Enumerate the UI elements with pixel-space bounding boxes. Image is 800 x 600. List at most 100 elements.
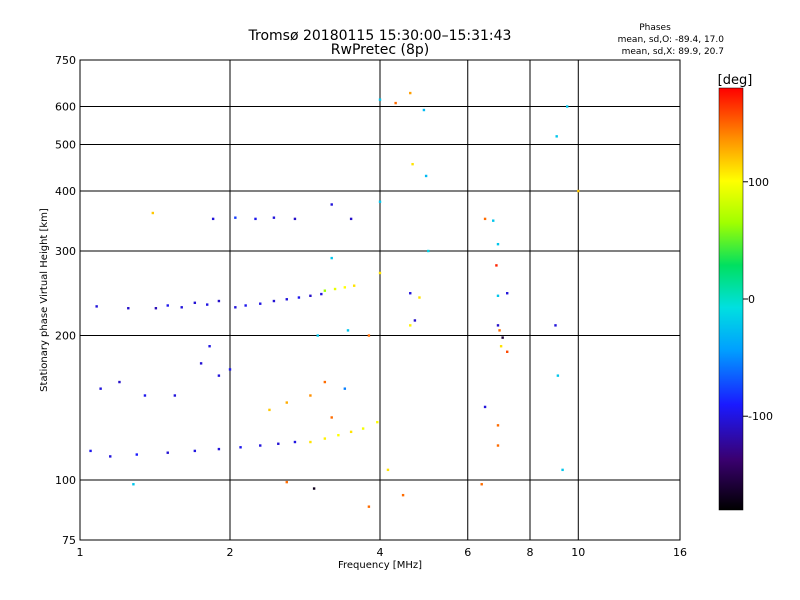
colorbar-label: [deg]: [718, 73, 753, 88]
data-point: [496, 324, 500, 327]
data-point: [349, 430, 353, 434]
data-point: [496, 242, 500, 246]
data-point: [378, 98, 382, 101]
colorbar-tick-label: -100: [748, 410, 773, 423]
data-point: [378, 271, 382, 275]
data-point: [505, 292, 509, 295]
data-point: [401, 493, 405, 497]
data-point: [346, 329, 350, 332]
data-point: [309, 294, 312, 297]
data-point: [259, 302, 262, 305]
data-point: [378, 200, 382, 203]
data-point: [244, 304, 247, 307]
data-point: [193, 449, 197, 453]
data-point: [418, 296, 421, 299]
data-point: [333, 287, 337, 291]
data-point: [409, 91, 412, 95]
data-point: [309, 440, 312, 444]
data-point: [330, 203, 333, 206]
data-point: [217, 299, 221, 303]
y-axis-label: Stationary phase Virtual Height [km]: [39, 208, 50, 392]
y-tick-label: 300: [55, 245, 76, 258]
data-point: [211, 217, 215, 221]
data-point: [285, 480, 288, 484]
data-point: [234, 216, 237, 219]
data-point: [496, 424, 500, 427]
data-point: [492, 219, 495, 222]
data-point: [285, 298, 288, 301]
data-point: [483, 405, 487, 409]
data-point: [217, 374, 221, 377]
data-point: [483, 217, 487, 221]
data-point: [166, 451, 169, 454]
stats-line-o: mean, sd,O: -89.4, 17.0: [618, 35, 725, 45]
data-point: [367, 334, 371, 337]
x-tick-label: 8: [527, 546, 534, 559]
data-point: [109, 455, 112, 458]
y-tick-label: 600: [55, 101, 76, 114]
data-point: [555, 135, 558, 138]
data-point: [330, 416, 333, 419]
y-axis-ticks: 75 100 200 300 400 500 600 750: [55, 54, 76, 547]
data-point: [228, 368, 232, 371]
data-point: [367, 505, 371, 508]
data-point: [143, 394, 147, 397]
data-point: [132, 483, 135, 486]
data-point: [173, 394, 177, 397]
data-point: [135, 453, 138, 456]
data-point: [309, 394, 312, 397]
data-point: [480, 483, 483, 486]
data-point: [343, 286, 347, 289]
data-point: [323, 437, 327, 440]
data-point: [427, 249, 430, 253]
data-point: [577, 189, 580, 193]
y-tick-label: 400: [55, 185, 76, 198]
data-point: [498, 329, 501, 332]
data-point: [501, 336, 504, 339]
data-point: [561, 468, 564, 472]
data-point: [154, 307, 158, 310]
y-tick-label: 200: [55, 330, 76, 343]
data-point: [565, 105, 569, 108]
data-point: [239, 446, 242, 449]
data-point: [118, 380, 121, 384]
data-point: [505, 350, 509, 353]
data-point: [180, 306, 183, 309]
data-point: [151, 211, 155, 215]
data-point: [323, 380, 327, 384]
data-points: [89, 91, 580, 508]
data-point: [199, 362, 203, 365]
x-tick-label: 2: [227, 546, 234, 559]
data-point: [320, 292, 323, 296]
chart-title-line1: Tromsø 20180115 15:30:00–15:31:43: [248, 28, 512, 44]
data-point: [285, 401, 288, 404]
data-point: [99, 387, 102, 390]
colorbar-tick-label: 0: [748, 293, 755, 306]
data-point: [496, 294, 500, 297]
plot-frame: [79, 59, 681, 541]
data-point: [495, 264, 498, 267]
x-axis-label: Frequency [MHz]: [338, 560, 422, 571]
stats-title: Phases: [639, 23, 671, 33]
data-point: [268, 408, 271, 412]
x-tick-label: 16: [673, 546, 687, 559]
y-tick-label: 100: [55, 474, 76, 487]
grid: [80, 60, 680, 540]
data-point: [343, 387, 347, 390]
data-point: [316, 334, 319, 337]
data-point: [556, 374, 560, 377]
y-tick-label: 500: [55, 139, 76, 152]
x-axis-ticks: 1 2 4 6 8 10 16: [77, 546, 688, 559]
data-point: [277, 442, 280, 445]
data-point: [297, 296, 301, 299]
x-tick-label: 1: [77, 546, 84, 559]
chart-title-line2: RwPretec (8p): [331, 42, 429, 58]
data-point: [376, 420, 379, 424]
data-point: [259, 444, 262, 447]
colorbar: [718, 87, 744, 511]
data-point: [424, 174, 428, 178]
y-tick-label: 750: [55, 54, 76, 67]
data-point: [386, 468, 390, 472]
data-point: [95, 305, 98, 308]
